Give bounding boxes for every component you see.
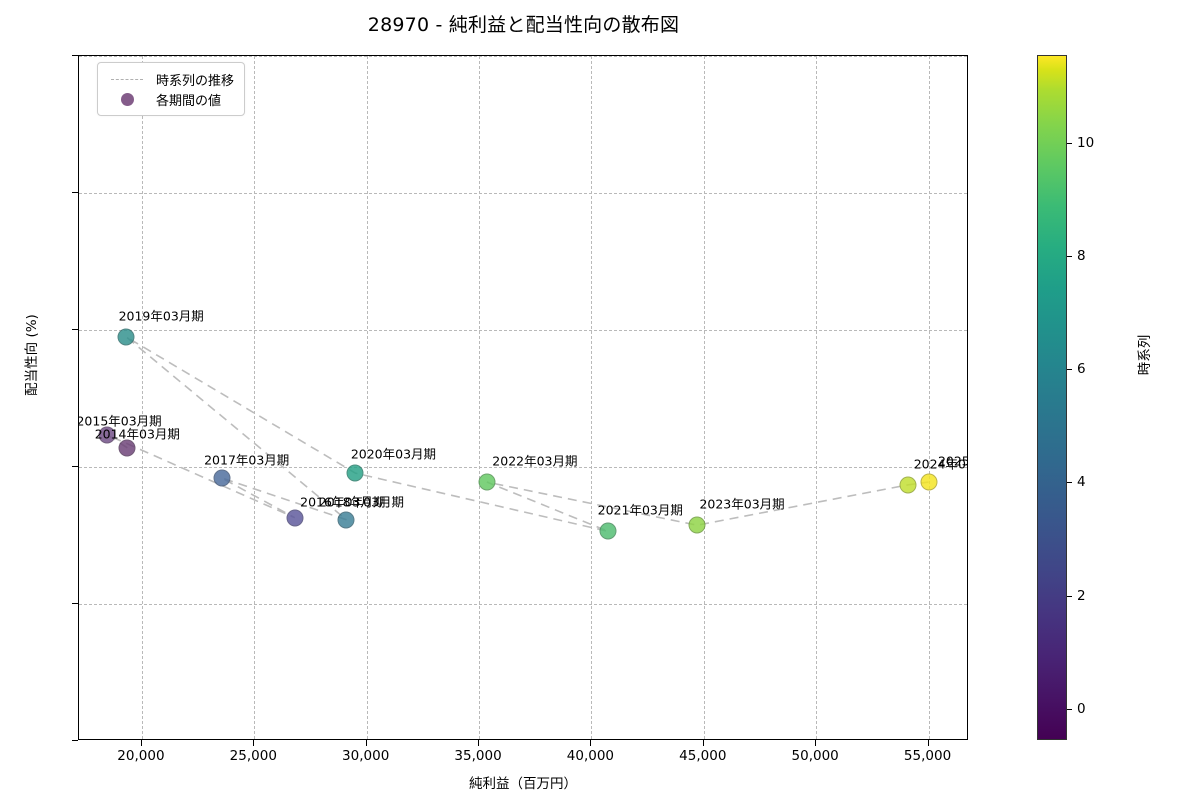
x-tick-mark (140, 740, 142, 746)
gridline-vertical (703, 56, 705, 739)
gridline-vertical (366, 56, 368, 739)
data-point-label: 2023年03月期 (699, 496, 785, 512)
data-point-label: 2017年03月期 (204, 452, 290, 468)
data-point-marker[interactable] (213, 469, 231, 487)
colorbar-tick-label: 4 (1077, 474, 1086, 491)
colorbar-tick-label: 6 (1077, 361, 1086, 378)
x-tick-mark (815, 740, 817, 746)
colorbar-gradient (1037, 55, 1067, 740)
data-point-marker[interactable] (478, 473, 496, 491)
legend-item-trend: 時系列の推移 (106, 69, 234, 89)
x-tick-label: 35,000 (454, 748, 502, 764)
data-point-label: 2019年03月期 (118, 308, 204, 324)
legend: 時系列の推移 各期間の値 (97, 62, 246, 116)
y-tick-mark (72, 329, 78, 330)
x-tick-mark (478, 740, 480, 746)
colorbar-tick-label: 2 (1077, 587, 1086, 604)
gridline-vertical (591, 56, 593, 739)
gridline-vertical (141, 56, 143, 739)
data-point-label: 2015年03月期 (79, 413, 162, 429)
colorbar: 0 2 4 6 8 10 (1037, 55, 1094, 740)
y-tick-mark (72, 603, 78, 604)
colorbar-tick-mark (1067, 255, 1072, 257)
colorbar-tick-label: 10 (1077, 134, 1095, 151)
legend-item-points: 各期間の値 (106, 89, 234, 109)
legend-label-points: 各期間の値 (156, 93, 222, 109)
data-point-marker[interactable] (599, 522, 617, 540)
x-tick-label: 50,000 (791, 748, 839, 764)
x-tick-mark (702, 740, 704, 746)
data-point-label: 2022年03月期 (492, 453, 578, 469)
x-tick-label: 55,000 (903, 748, 952, 764)
legend-circle-icon (106, 92, 148, 106)
x-tick-mark (365, 740, 367, 746)
colorbar-tick-mark (1067, 482, 1072, 484)
y-tick-mark (72, 55, 78, 56)
data-point-marker[interactable] (920, 473, 938, 491)
legend-label-trend: 時系列の推移 (156, 73, 235, 89)
x-tick-mark (253, 740, 255, 746)
timeseries-connector-line (106, 336, 929, 533)
gridline-vertical (928, 56, 930, 739)
gridline-vertical (254, 56, 256, 739)
gridline-horizontal (79, 330, 967, 331)
data-point-marker[interactable] (346, 464, 364, 482)
plot-area: 2014年03月期 2015年03月期 2016年03月期 2017年03月期 2018… (78, 55, 968, 740)
plot-inner: 2014年03月期 2015年03月期 2016年03月期 2017年03月期 2018… (79, 56, 967, 739)
data-point-label: 2025年03月期 (937, 453, 967, 469)
data-point-marker[interactable] (117, 328, 135, 346)
x-tick-label: 20,000 (117, 748, 165, 764)
gridline-vertical (816, 56, 818, 739)
gridline-horizontal (79, 604, 967, 605)
data-point-label: 2018年03月期 (318, 494, 405, 510)
x-tick-label: 40,000 (566, 748, 615, 764)
data-point-label: 2020年03月期 (350, 446, 437, 462)
gridline-horizontal (79, 193, 967, 194)
data-point-label: 2021年03月期 (597, 502, 683, 518)
page-title: 28970 - 純利益と配当性向の散布図 (367, 14, 680, 36)
y-tick-mark (72, 740, 78, 741)
colorbar-tick-mark (1067, 595, 1072, 597)
data-point-marker[interactable] (337, 511, 355, 529)
x-tick-label: 45,000 (679, 748, 727, 764)
x-tick-label: 30,000 (342, 748, 390, 764)
colorbar-tick-mark (1067, 369, 1072, 371)
colorbar-tick-mark (1067, 708, 1072, 710)
x-tick-mark (590, 740, 592, 746)
colorbar-tick-label: 8 (1077, 247, 1086, 264)
data-point-marker[interactable] (899, 476, 917, 494)
data-point-marker[interactable] (286, 509, 304, 527)
gridline-horizontal (79, 56, 967, 57)
x-axis-label: 純利益（百万円） (469, 776, 577, 792)
data-point-marker[interactable] (688, 516, 706, 534)
x-tick-label: 25,000 (229, 748, 277, 764)
x-tick-mark (927, 740, 929, 746)
y-tick-mark (72, 192, 78, 193)
gridline-vertical (479, 56, 481, 739)
colorbar-label: 時系列 (1137, 334, 1153, 376)
legend-dashed-line-icon (106, 78, 148, 80)
colorbar-tick-label: 0 (1077, 700, 1086, 717)
y-axis-label: 配当性向 (%) (24, 314, 40, 396)
colorbar-tick-mark (1067, 142, 1072, 144)
y-tick-mark (72, 466, 78, 467)
